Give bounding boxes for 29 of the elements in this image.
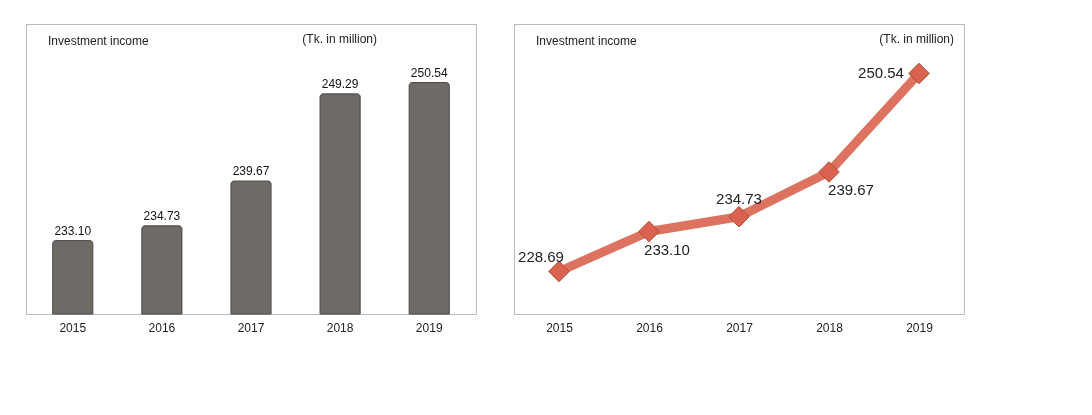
x-tick-label: 2018 [326, 320, 354, 335]
point [548, 260, 570, 283]
point [908, 62, 930, 85]
data-label: 239.67 [828, 180, 874, 198]
point [638, 220, 660, 243]
text: Investment income [48, 34, 150, 48]
data-label: 239.67 [232, 164, 270, 179]
x-tick-label: 2017 [726, 320, 754, 335]
data-label: 234.73 [143, 208, 181, 223]
x-tick-label: 2016 [148, 320, 176, 335]
x-tick-label: 2015 [546, 320, 574, 335]
text: (Tk. in million) [302, 32, 377, 46]
point [728, 206, 750, 228]
data-label: 250.54 [858, 64, 904, 82]
data-label: 234.73 [716, 189, 762, 207]
x-tick-label: 2015 [59, 320, 87, 335]
x-tick-label: 2019 [906, 320, 934, 335]
x-tick-label: 2019 [415, 320, 443, 335]
text: Investment income [536, 34, 638, 48]
data-label: 233.10 [54, 223, 92, 238]
data-label: 228.69 [518, 248, 564, 266]
data-label: 250.54 [410, 65, 448, 80]
x-tick-label: 2016 [636, 320, 664, 335]
point [818, 161, 840, 183]
x-tick-label: 2017 [237, 320, 265, 335]
x-tick-label: 2018 [816, 320, 844, 335]
text: (Tk. in million) [879, 32, 954, 46]
data-label: 249.29 [321, 76, 359, 91]
data-label: 233.10 [644, 240, 690, 258]
